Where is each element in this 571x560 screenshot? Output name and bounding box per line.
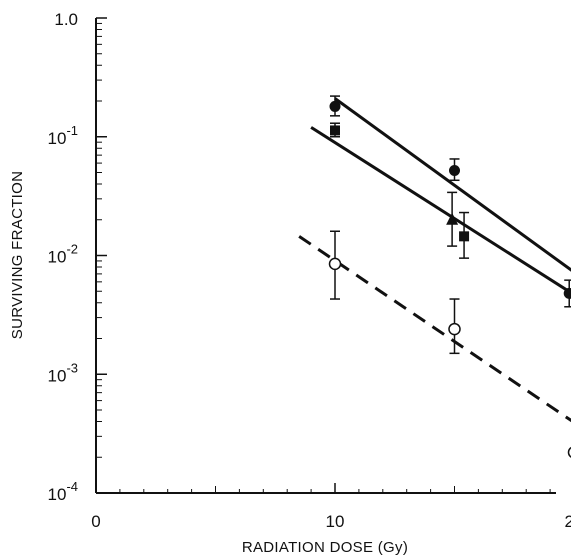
marker: [448, 322, 461, 336]
filled-square-point-2: [459, 211, 470, 259]
fit-line-1: [334, 97, 571, 272]
filled-circle-point-3: [563, 279, 571, 308]
open-circle-point-1: [328, 230, 342, 300]
y-tick-label: 10-3: [48, 360, 78, 385]
tick-labels: 0 10 20 1.0 10-1 10-2 10-3 10-4: [48, 10, 571, 531]
marker: [449, 164, 460, 176]
x-tick-label: 20: [565, 512, 571, 531]
y-tick-label: 10-1: [48, 123, 78, 148]
x-tick-label: 0: [91, 512, 100, 531]
marker: [459, 231, 470, 242]
marker: [328, 257, 342, 271]
filled-triangle-point-1: [446, 191, 459, 247]
x-tick-label: 10: [326, 512, 345, 531]
marker: [563, 287, 571, 299]
fit-lines: [298, 97, 571, 423]
marker: [567, 446, 571, 458]
filled-circle-point-1: [329, 95, 341, 117]
axis-ticks: [95, 17, 551, 494]
filled-square-point-1: [330, 122, 340, 138]
open-circle-point-2: [448, 298, 461, 355]
marker: [330, 125, 340, 136]
fit-line-2: [310, 126, 571, 295]
y-axis-title: SURVIVING FRACTION: [9, 171, 26, 339]
y-tick-label: 10-2: [48, 242, 78, 267]
y-tick-label: 1.0: [54, 10, 78, 29]
x-axis-title: RADIATION DOSE (Gy): [242, 539, 408, 556]
open-circle-point-3: [567, 446, 571, 458]
y-tick-label: 10-4: [48, 479, 78, 504]
data-series: [328, 95, 571, 458]
filled-circle-point-2: [449, 158, 460, 182]
fit-line-3: [298, 235, 571, 423]
marker: [329, 100, 341, 112]
marker: [446, 212, 459, 225]
